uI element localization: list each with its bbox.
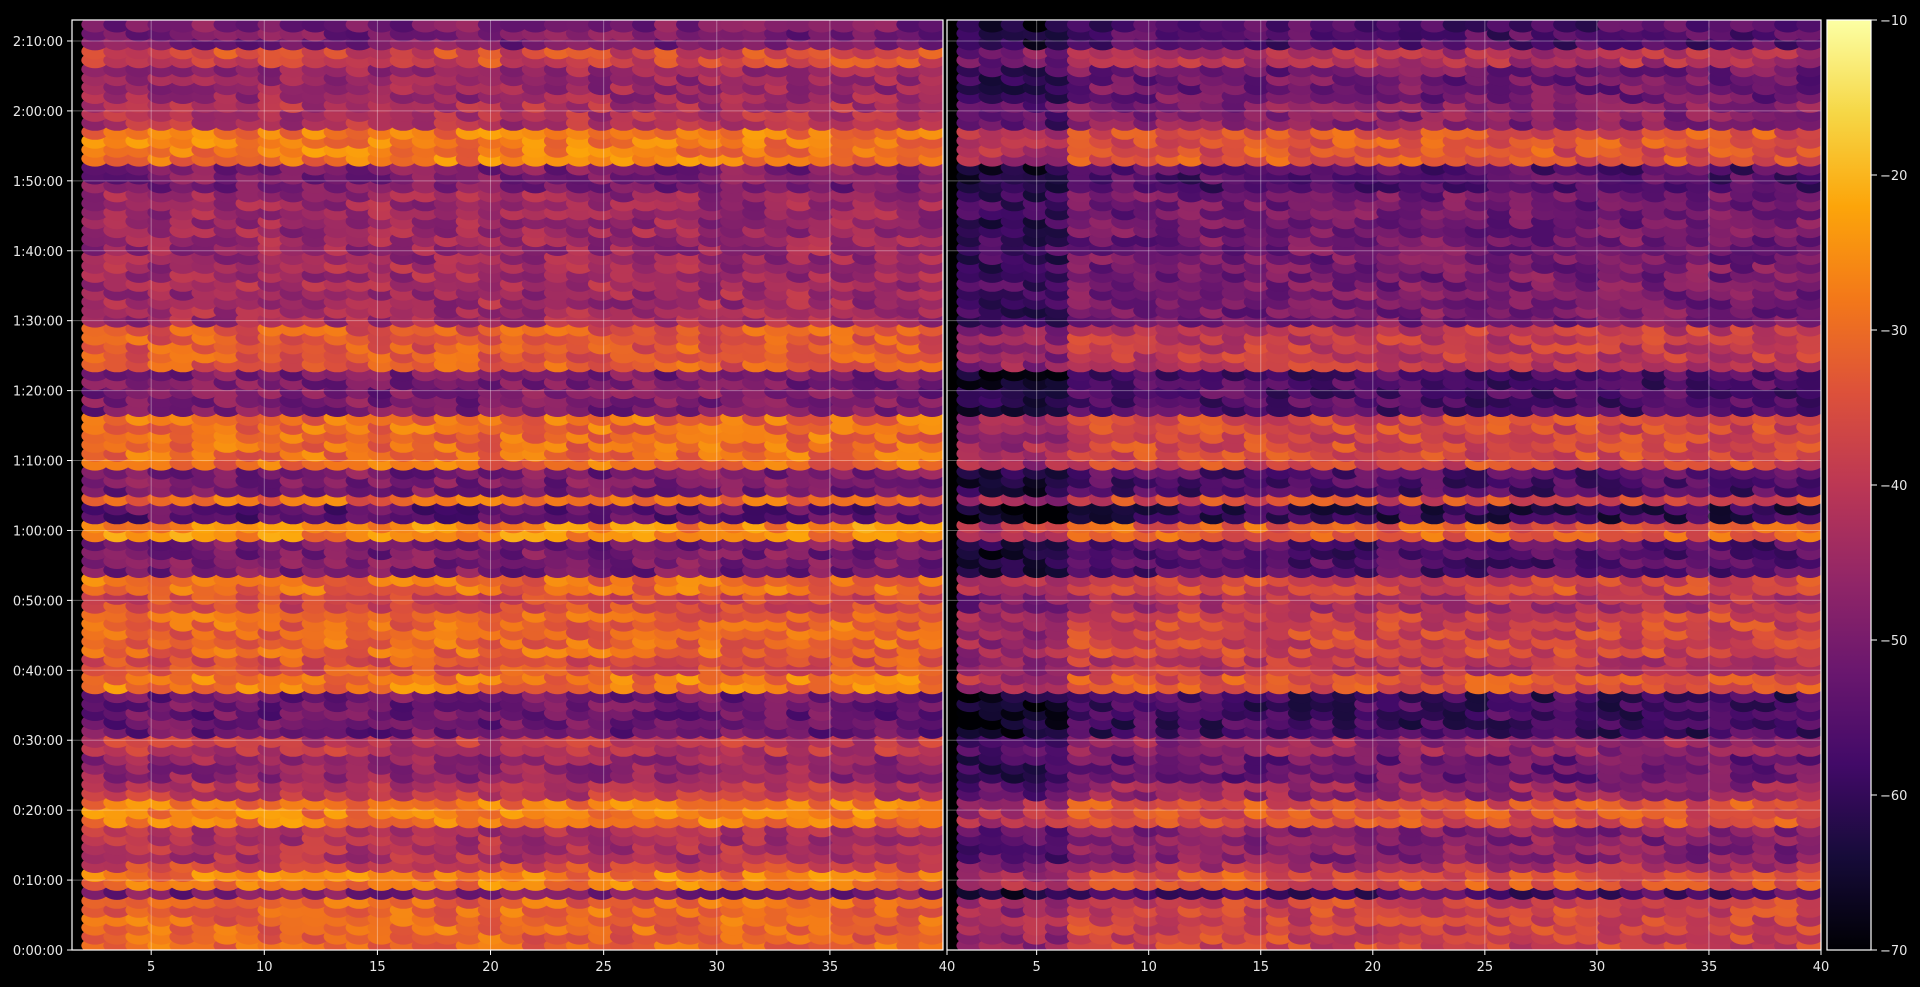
heatmap-cell	[698, 20, 726, 33]
heatmap-cell	[764, 20, 792, 33]
heatmap-cell	[499, 20, 528, 33]
heatmap-cell	[543, 20, 572, 33]
heatmap-cell	[632, 20, 660, 33]
x-tick-label: 20	[482, 960, 499, 975]
y-tick-label: 0:40:00	[13, 664, 63, 679]
y-tick-label: 1:30:00	[13, 315, 63, 330]
left-axes-frame	[71, 19, 944, 951]
right-heatmap-cells	[956, 20, 1821, 950]
y-tick-label: 2:00:00	[13, 105, 63, 120]
x-tick-label: 35	[822, 960, 839, 975]
right-heatmap-panel: 40 5 10 15 20 25 30 35 40	[939, 19, 1829, 975]
heatmap-cell	[103, 20, 131, 33]
heatmap-cell	[235, 20, 263, 33]
y-tick-label: 0:30:00	[13, 734, 63, 749]
y-tick-label: 0:50:00	[13, 594, 63, 609]
heatmap-cell	[808, 20, 836, 33]
y-tick-label: 2:10:00	[13, 35, 63, 50]
heatmap-cell	[323, 20, 351, 33]
heatmap-cell	[852, 20, 880, 33]
heatmap-cell	[654, 20, 682, 33]
heatmap-cell	[521, 20, 550, 33]
heatmap-cell	[433, 20, 462, 33]
heatmap-cell	[830, 20, 858, 33]
heatmap-cell	[125, 20, 153, 33]
heatmap-cell	[896, 20, 924, 33]
x-tick-label: 15	[369, 960, 386, 975]
heatmap-cell	[301, 20, 329, 33]
heatmap-cell	[742, 20, 770, 33]
heatmap-cell	[565, 20, 594, 33]
heatmap-cell	[676, 20, 704, 33]
heatmap-cell	[367, 20, 395, 33]
heatmap-cell	[874, 20, 902, 33]
heatmap-cell	[147, 20, 175, 33]
left-heatmap-cells	[81, 20, 943, 950]
x-tick-label: 5	[147, 960, 155, 975]
y-tick-label: 1:40:00	[13, 245, 63, 260]
heatmap-cell	[587, 20, 616, 33]
heatmap-cell	[279, 20, 307, 33]
heatmap-cell	[918, 20, 943, 33]
x-tick-label: 10	[256, 960, 273, 975]
y-tick-label: 1:50:00	[13, 175, 63, 190]
heatmap-cell	[411, 20, 440, 33]
x-tick-label: 30	[708, 960, 725, 975]
heatmap-cell	[609, 20, 638, 33]
y-tick-label: 1:10:00	[13, 455, 63, 470]
y-tick-label: 0:20:00	[13, 804, 63, 819]
heatmap-cell	[345, 20, 373, 33]
y-tick-label: 1:00:00	[13, 524, 63, 539]
heatmap-cell	[213, 20, 241, 33]
left-heatmap-panel: 5 10 15 20 25 30 35 0:00:00 0:10:00 0:20:00 0:30:…	[13, 19, 944, 975]
x-tick-label: 25	[595, 960, 612, 975]
heatmap-cell	[191, 20, 219, 33]
heatmap-cell	[169, 20, 197, 33]
heatmap-cell	[455, 20, 484, 33]
left-x-axis: 5 10 15 20 25 30 35	[147, 950, 838, 975]
y-tick-label: 0:00:00	[13, 944, 63, 959]
heatmap-cell	[81, 20, 109, 33]
y-axis: 0:00:00 0:10:00 0:20:00 0:30:00 0:40:00 0:50:…	[13, 35, 72, 959]
heatmap-cell	[477, 20, 506, 33]
heatmap-cell	[389, 20, 418, 33]
y-tick-label: 1:20:00	[13, 385, 63, 400]
heatmap-cell	[257, 20, 285, 33]
heatmap-cell	[720, 20, 748, 33]
heatmap-cell	[786, 20, 814, 33]
y-tick-label: 0:10:00	[13, 874, 63, 889]
